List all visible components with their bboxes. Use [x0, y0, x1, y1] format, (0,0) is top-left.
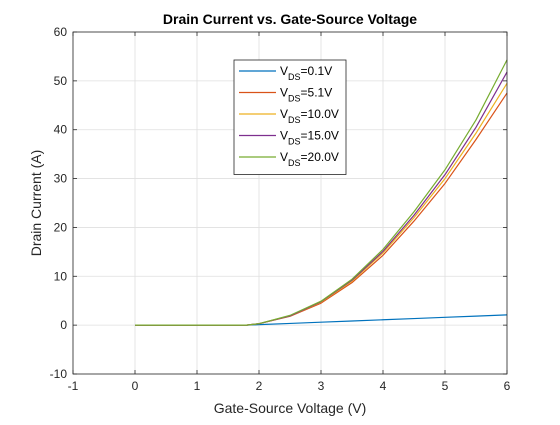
legend-entry-rest: =20.0V	[301, 150, 339, 164]
legend-entry-sub: DS	[288, 72, 301, 82]
x-tick-label: 1	[194, 379, 201, 393]
legend-box	[233, 59, 347, 175]
y-tick-label: 50	[54, 74, 68, 88]
legend-entry: VDS=10.0V	[280, 107, 339, 125]
legend-entry-rest: =10.0V	[301, 107, 339, 121]
x-tick-label: 5	[442, 379, 449, 393]
legend-entry-main: V	[280, 107, 288, 121]
series-line	[135, 59, 508, 326]
x-tick-label: -1	[68, 379, 79, 393]
y-tick-label: 10	[54, 269, 68, 283]
legend-entry: VDS=0.1V	[280, 64, 332, 82]
ticks	[72, 31, 508, 375]
y-tick-label: 40	[54, 123, 68, 137]
legend-entry-sub: DS	[288, 94, 301, 104]
legend-entry-sub: DS	[288, 158, 301, 168]
y-tick-label: -10	[50, 367, 68, 381]
legend-entry-main: V	[280, 150, 288, 164]
legend-entry-rest: =15.0V	[301, 129, 339, 143]
legend-entry: VDS=15.0V	[280, 129, 339, 147]
legend-entry-main: V	[280, 64, 288, 78]
y-tick-label: 0	[60, 318, 67, 332]
legend-entry-sub: DS	[288, 137, 301, 147]
legend-entry-main: V	[280, 86, 288, 100]
legend-entry-main: V	[280, 129, 288, 143]
plot-frame	[72, 31, 508, 375]
x-axis-label: Gate-Source Voltage (V)	[214, 400, 367, 416]
y-tick-label: 60	[54, 25, 68, 39]
x-tick-label: 2	[256, 379, 263, 393]
legend-entry-sub: DS	[288, 115, 301, 125]
y-tick-label: 30	[54, 172, 68, 186]
legend-entry-rest: =0.1V	[301, 64, 333, 78]
chart-title: Drain Current vs. Gate-Source Voltage	[163, 11, 417, 27]
y-tick-label: 20	[54, 220, 68, 234]
legend-entry: VDS=20.0V	[280, 150, 339, 168]
x-tick-label: 6	[504, 379, 511, 393]
x-tick-label: 4	[380, 379, 387, 393]
legend: VDS=0.1VVDS=5.1VVDS=10.0VVDS=15.0VVDS=20…	[233, 59, 347, 175]
series-layer	[135, 59, 508, 326]
y-axis-label: Drain Current (A)	[28, 150, 44, 257]
x-tick-label: 0	[132, 379, 139, 393]
legend-entry: VDS=5.1V	[280, 86, 332, 104]
legend-entry-rest: =5.1V	[301, 86, 333, 100]
x-tick-label: 3	[318, 379, 325, 393]
